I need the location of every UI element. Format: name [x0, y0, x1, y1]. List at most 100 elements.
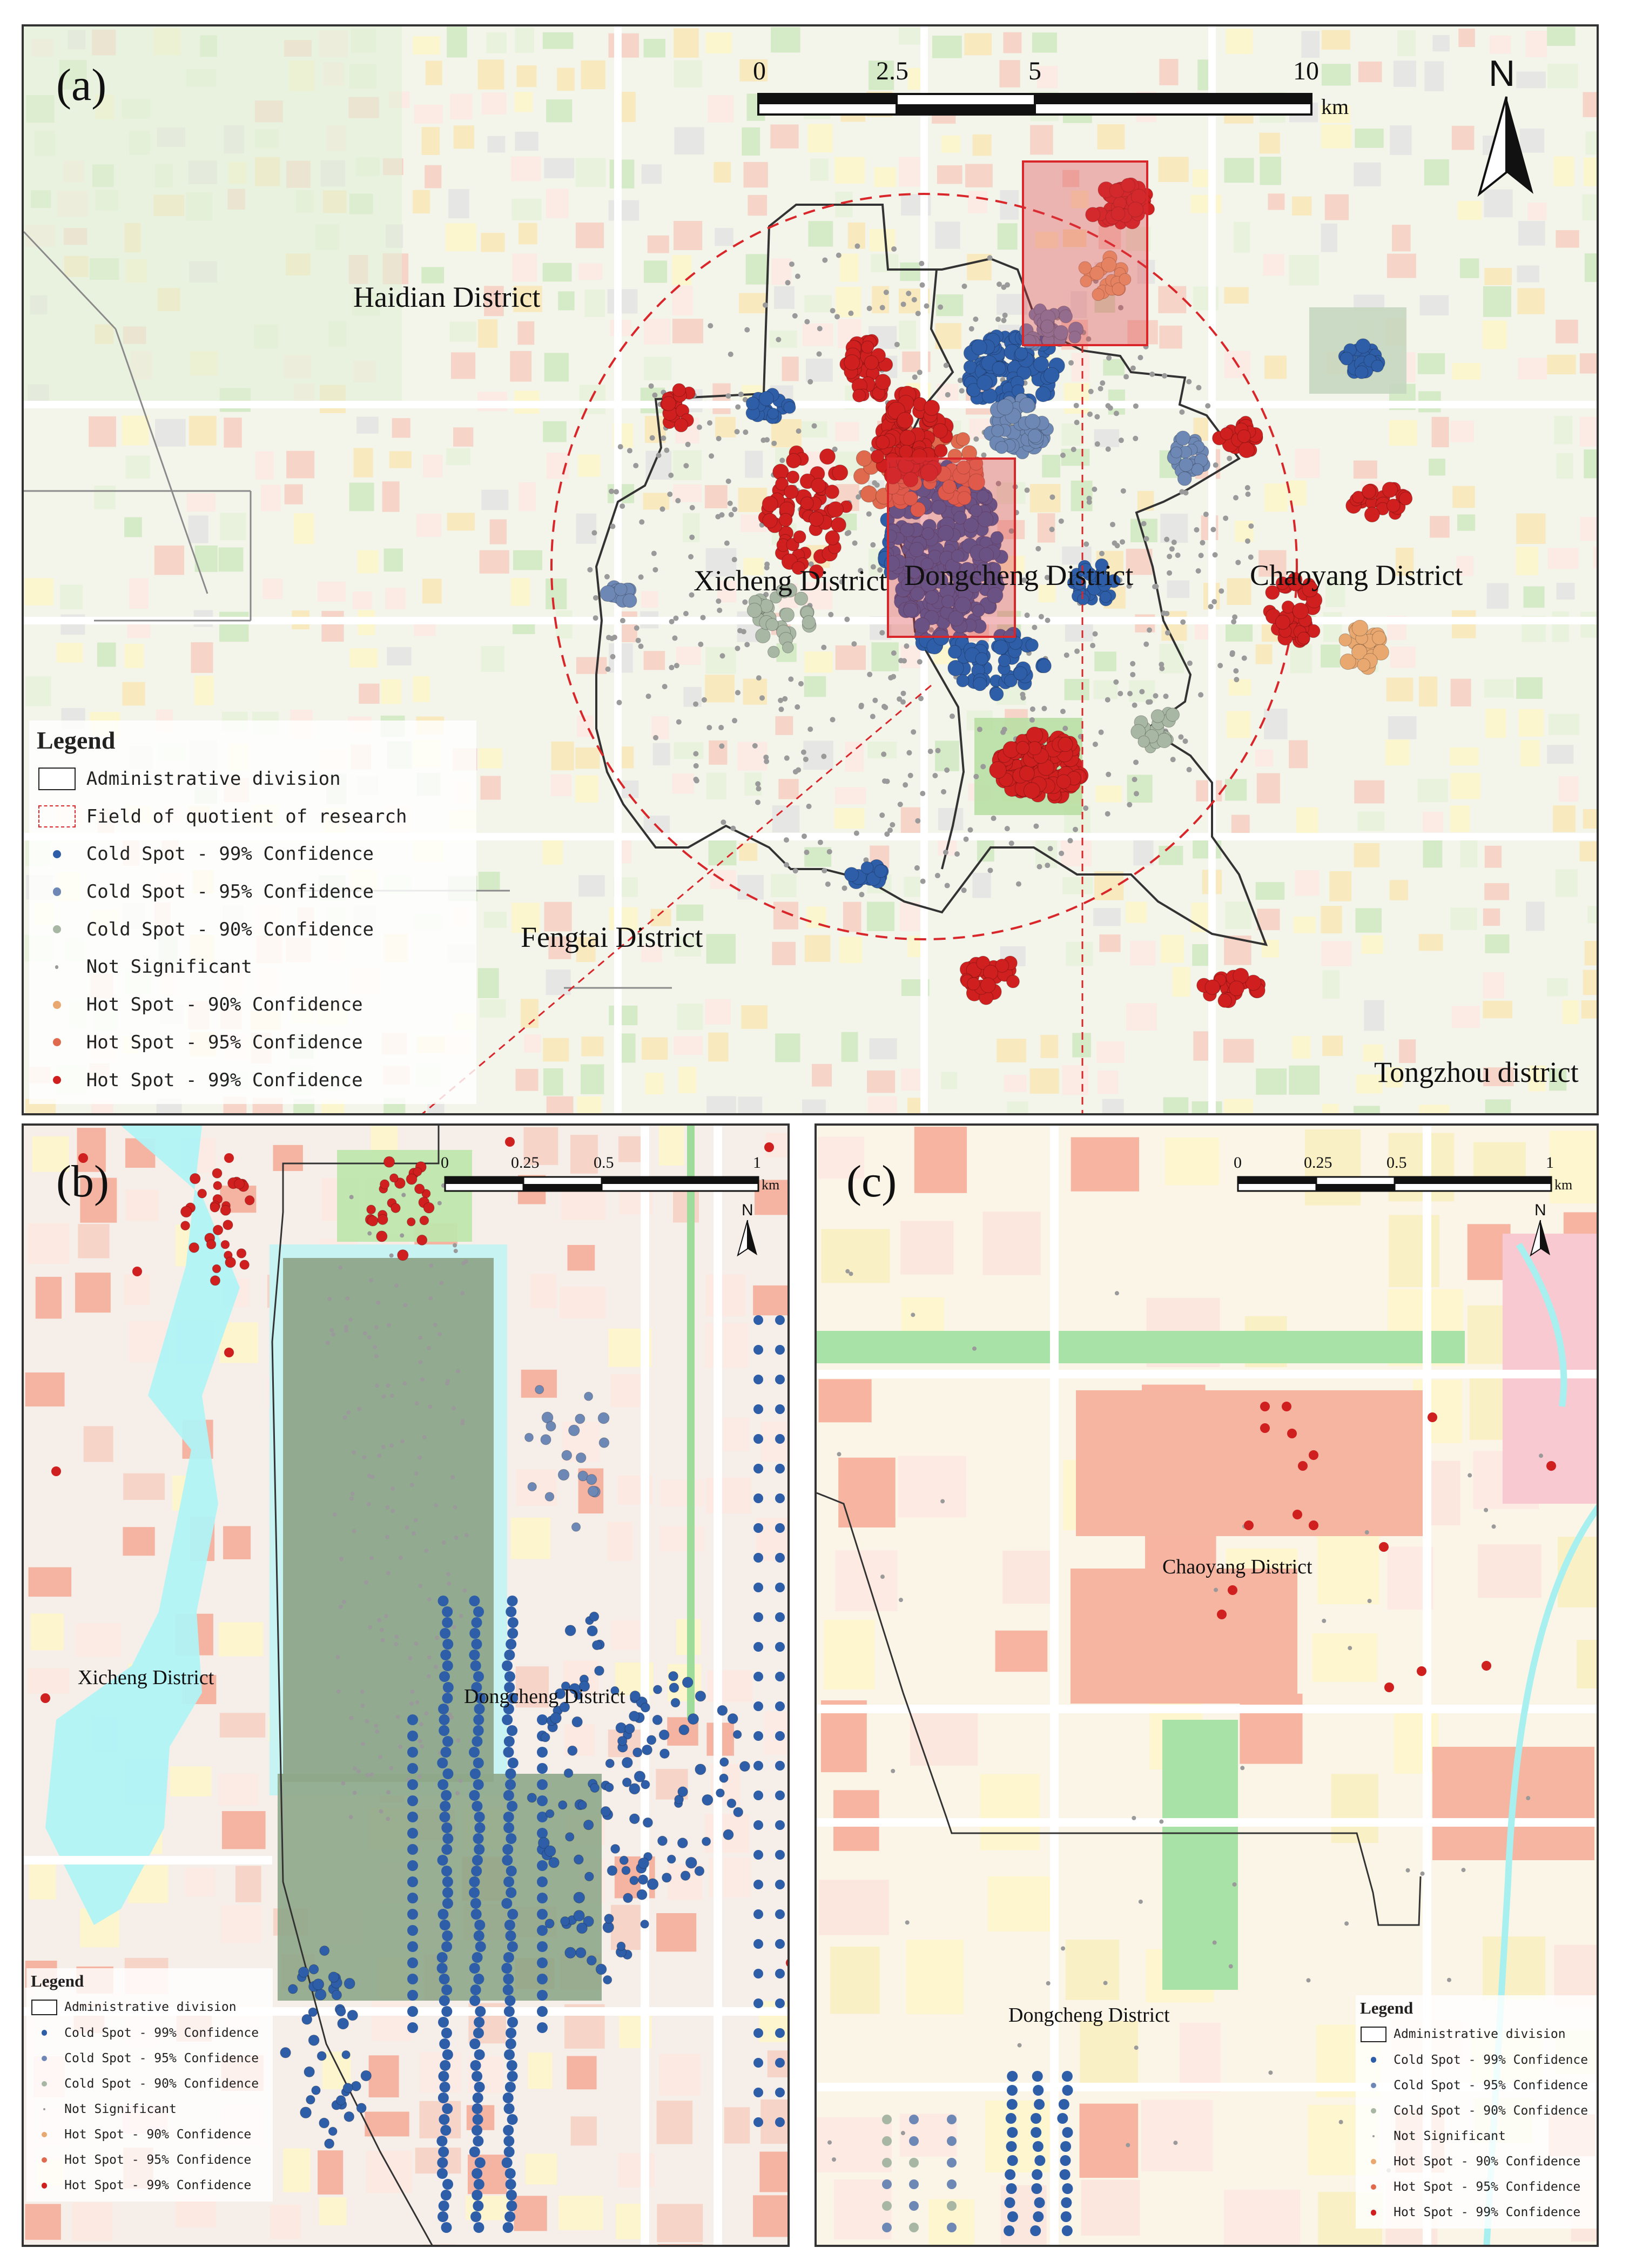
hotspot-point — [610, 654, 616, 659]
hotspot-point — [879, 630, 885, 636]
hotspot-point — [505, 1930, 516, 1941]
hotspot-point — [796, 428, 802, 434]
hotspot-point — [469, 1628, 481, 1639]
hotspot-point — [212, 1168, 223, 1179]
hotspot-point — [728, 512, 734, 517]
hotspot-point — [473, 2222, 484, 2233]
land-parcel — [1317, 1533, 1379, 1605]
land-parcel — [739, 59, 768, 82]
land-parcel — [773, 901, 799, 930]
hotspot-point — [938, 304, 944, 310]
hotspot-point — [767, 645, 780, 658]
scale-unit: km — [1554, 1177, 1573, 1193]
hotspot-point — [764, 1142, 774, 1152]
hotspot-point — [887, 827, 893, 833]
hotspot-point — [744, 642, 750, 648]
land-parcel — [672, 286, 693, 315]
land-parcel — [775, 1033, 800, 1062]
hotspot-point — [949, 714, 955, 719]
hotspot-point — [731, 557, 737, 563]
hotspot-point — [344, 1977, 355, 1989]
land-parcel — [1312, 1633, 1378, 1682]
hotspot-point — [1007, 2071, 1018, 2082]
hotspot-point — [800, 749, 806, 755]
hotspot-point — [544, 1492, 555, 1502]
hotspot-point — [753, 1315, 763, 1325]
hotspot-point — [1127, 201, 1144, 218]
hotspot-point — [983, 965, 999, 980]
hotspot-point — [968, 473, 985, 491]
land-parcel — [1255, 644, 1273, 664]
land-parcel — [76, 1623, 121, 1657]
hotspot-point — [441, 1866, 453, 1876]
hotspot-point — [460, 1421, 465, 1426]
hotspot-point — [975, 652, 988, 665]
hotspot-point — [440, 1628, 451, 1639]
hotspot-point — [360, 1689, 365, 1694]
hotspot-point — [775, 1434, 785, 1444]
land-parcel — [705, 32, 732, 53]
hotspot-point — [288, 1984, 298, 1994]
hotspot-point — [672, 635, 678, 641]
land-parcel — [124, 517, 142, 537]
hotspot-point — [756, 786, 762, 792]
hotspot-point — [1164, 536, 1170, 542]
hotspot-point — [348, 1815, 353, 1820]
hotspot-point — [407, 1844, 418, 1855]
hotspot-point — [897, 696, 903, 702]
land-parcel — [1520, 740, 1540, 766]
hotspot-point — [1092, 486, 1098, 492]
hotspot-point — [446, 1572, 451, 1577]
land-parcel — [1065, 622, 1093, 642]
hotspot-point — [502, 1660, 513, 1671]
hotspot-point — [882, 2201, 892, 2211]
hotspot-point — [1322, 1618, 1327, 1623]
hotspot-point — [762, 302, 768, 308]
hotspot-point — [822, 867, 827, 873]
hotspot-point — [786, 470, 800, 484]
hotspot-point — [951, 549, 965, 563]
hotspot-point — [605, 666, 611, 672]
hotspot-point — [1179, 457, 1194, 472]
hotspot-point — [447, 1712, 452, 1717]
land-parcel — [124, 643, 144, 668]
hotspot-point — [689, 534, 695, 540]
district-edge — [115, 328, 208, 594]
land-parcel — [1159, 325, 1182, 349]
land-parcel — [273, 1145, 303, 1172]
land-parcel — [223, 1526, 251, 1559]
hotspot-point — [941, 789, 947, 795]
hotspot-point — [792, 313, 798, 319]
land-parcel — [1483, 286, 1511, 317]
land-parcel — [1167, 580, 1190, 598]
land-parcel — [1133, 837, 1154, 866]
land-parcel — [450, 352, 476, 379]
hotspot-point — [832, 465, 849, 481]
hotspot-point — [604, 574, 610, 580]
land-parcel — [1003, 32, 1022, 53]
hotspot-point — [447, 1581, 452, 1586]
hotspot-point — [616, 1941, 626, 1951]
hotspot-point — [1024, 487, 1030, 493]
land-parcel — [676, 904, 704, 921]
hotspot-point — [924, 303, 930, 309]
hotspot-point — [506, 2190, 517, 2200]
hotspot-point — [883, 290, 889, 295]
legend-item: Cold Spot - 95% Confidence — [1360, 2072, 1597, 2098]
hotspot-point — [1212, 552, 1218, 558]
hotspot-point — [1186, 379, 1192, 385]
hotspot-point — [473, 2179, 484, 2190]
hotspot-point — [1143, 536, 1149, 542]
land-parcel — [674, 60, 703, 88]
hotspot-point — [745, 396, 759, 410]
land-parcel — [1190, 194, 1222, 213]
green-belt — [817, 1331, 1465, 1363]
hotspot-point — [622, 593, 637, 608]
hotspot-point — [1005, 2169, 1016, 2180]
hotspot-point — [891, 650, 897, 656]
hotspot-point — [1014, 347, 1028, 360]
hotspot-point — [775, 1553, 785, 1563]
hotspot-point — [1083, 805, 1089, 811]
land-parcel — [1227, 578, 1251, 605]
hotspot-point — [621, 1756, 633, 1768]
